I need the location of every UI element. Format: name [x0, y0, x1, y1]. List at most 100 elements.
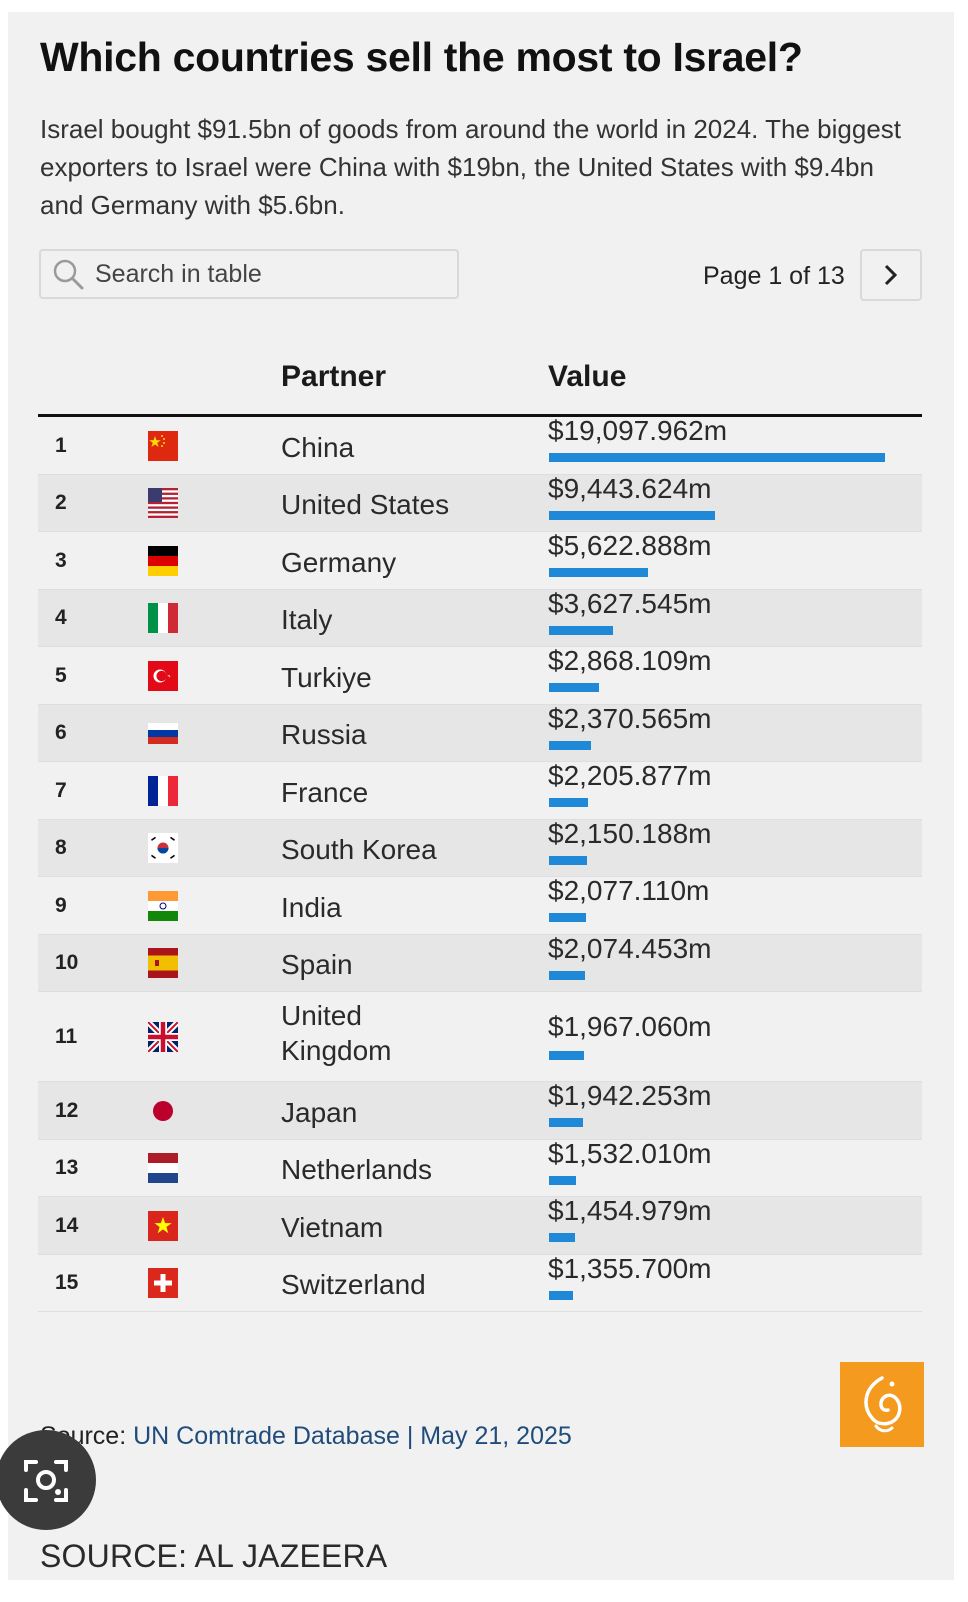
value-label: $1,532.010m: [548, 1137, 712, 1169]
rank-label: 15: [55, 1271, 79, 1295]
india-flag-icon: [148, 890, 178, 921]
table-row: 15 Switzerland $1,355.700m: [38, 1252, 922, 1312]
country-name: Switzerland: [281, 1269, 426, 1301]
country-name: Japan: [281, 1096, 358, 1128]
table-row: 14 Vietnam $1,454.979m: [38, 1195, 922, 1255]
footer-source: SOURCE: AL JAZEERA: [40, 1538, 388, 1574]
table-row: 10 Spain $2,074.453m: [38, 932, 922, 992]
country-name: United States: [281, 489, 450, 521]
value-label: $9,443.624m: [548, 472, 712, 504]
next-page-button[interactable]: [860, 249, 922, 301]
camera-lens-icon: [24, 1460, 68, 1502]
visual-search-button[interactable]: [0, 1430, 96, 1530]
russia-flag-icon: [148, 723, 178, 745]
france-flag-icon: [148, 775, 178, 806]
source-link[interactable]: UN Comtrade Database: [133, 1422, 400, 1450]
value-bar: [549, 913, 586, 922]
value-label: $1,942.253m: [548, 1080, 712, 1111]
table-row: 13 Netherlands $1,532.010m: [38, 1137, 922, 1197]
uk-flag-icon: [148, 1022, 178, 1052]
table-row: 8 South Korea $2,150.188m: [38, 817, 922, 877]
search-icon: [53, 259, 84, 290]
value-label: $1,355.700m: [548, 1252, 712, 1284]
turkiye-flag-icon: [148, 660, 178, 691]
value-label: $1,967.060m: [548, 1011, 712, 1042]
italy-flag-icon: [148, 603, 178, 634]
value-label: $5,622.888m: [548, 530, 712, 561]
al-jazeera-logo: [840, 1362, 924, 1447]
country-name: Turkiye: [281, 661, 372, 693]
table-row: 7 France $2,205.877m: [38, 760, 922, 820]
rank-label: 13: [55, 1156, 79, 1180]
value-bar: [549, 798, 588, 807]
page-title: Which countries sell the most to Israel?: [40, 34, 803, 80]
rank-label: 14: [55, 1213, 79, 1237]
value-label: $2,150.188m: [548, 817, 712, 849]
value-bar: [549, 855, 587, 865]
rank-label: 5: [55, 663, 67, 687]
table-row: 12 Japan $1,942.253m: [38, 1080, 922, 1140]
value-label: $3,627.545m: [548, 587, 712, 619]
rank-label: 9: [55, 893, 67, 917]
country-name: China: [281, 431, 355, 463]
rank-label: 7: [55, 778, 67, 802]
value-bar: [549, 1175, 576, 1185]
country-name: Italy: [281, 604, 333, 636]
value-bar: [549, 568, 648, 577]
country-name: Russia: [281, 719, 367, 751]
value-label: $19,097.962m: [548, 415, 728, 446]
value-label: $2,205.877m: [548, 760, 712, 791]
netherlands-flag-icon: [148, 1153, 178, 1184]
rank-label: 12: [55, 1098, 79, 1122]
page-indicator: Page 1 of 13: [703, 262, 845, 290]
value-bar: [549, 510, 715, 520]
country-name: Vietnam: [281, 1211, 384, 1243]
source-line: Source: UN Comtrade Database | May 21, 2…: [40, 1422, 572, 1451]
value-label: $2,868.109m: [548, 645, 712, 676]
rank-label: 1: [55, 433, 67, 457]
table-row: 11 United Kingdom $1,967.060m: [38, 992, 922, 1082]
value-label: $1,454.979m: [548, 1195, 712, 1226]
value-bar: [549, 453, 885, 462]
country-name: Germany: [281, 546, 397, 578]
table-row: 2 United States $9,443.624m: [38, 472, 922, 532]
rank-label: 8: [55, 836, 67, 860]
value-bar: [549, 740, 591, 750]
spain-flag-icon: [148, 948, 178, 979]
rank-label: 2: [55, 491, 67, 515]
value-bar: [549, 1118, 583, 1127]
table-row: 3 Germany $5,622.888m: [38, 530, 922, 590]
table-row: 9 India $2,077.110m: [38, 875, 922, 935]
china-flag-icon: [148, 430, 178, 461]
page-subtitle: Israel bought $91.5bn of goods from arou…: [40, 114, 901, 220]
value-bar: [549, 970, 585, 980]
source-date: | May 21, 2025: [399, 1422, 572, 1450]
value-bar: [549, 1290, 573, 1300]
rank-label: 6: [55, 721, 67, 745]
chevron-right-icon: [884, 264, 898, 286]
search-box[interactable]: [39, 249, 459, 299]
table-row: 1 China $19,097.962m: [38, 415, 922, 475]
japan-flag-icon: [153, 1100, 173, 1121]
vietnam-flag-icon: [148, 1210, 178, 1241]
search-input[interactable]: [93, 258, 417, 290]
country-name: United Kingdom: [281, 1000, 392, 1066]
table-row: 4 Italy $3,627.545m: [38, 587, 922, 647]
south-korea-flag-icon: [148, 833, 178, 864]
al-jazeera-logo-icon: [864, 1375, 902, 1432]
value-label: $2,370.565m: [548, 702, 712, 734]
rank-label: 11: [55, 1025, 78, 1048]
value-bar: [549, 1051, 584, 1060]
country-name: Spain: [281, 949, 353, 981]
germany-flag-icon: [148, 545, 178, 576]
table-row: 6 Russia $2,370.565m: [38, 702, 922, 762]
switzerland-flag-icon: [148, 1268, 178, 1299]
country-name: India: [281, 891, 342, 923]
rank-label: 3: [55, 548, 67, 572]
country-name: France: [281, 776, 369, 808]
country-name: Netherlands: [281, 1154, 432, 1186]
column-header-partner[interactable]: Partner: [281, 360, 387, 393]
value-bar: [549, 1233, 575, 1242]
column-header-value[interactable]: Value: [548, 360, 627, 393]
value-label: $2,074.453m: [548, 932, 712, 964]
